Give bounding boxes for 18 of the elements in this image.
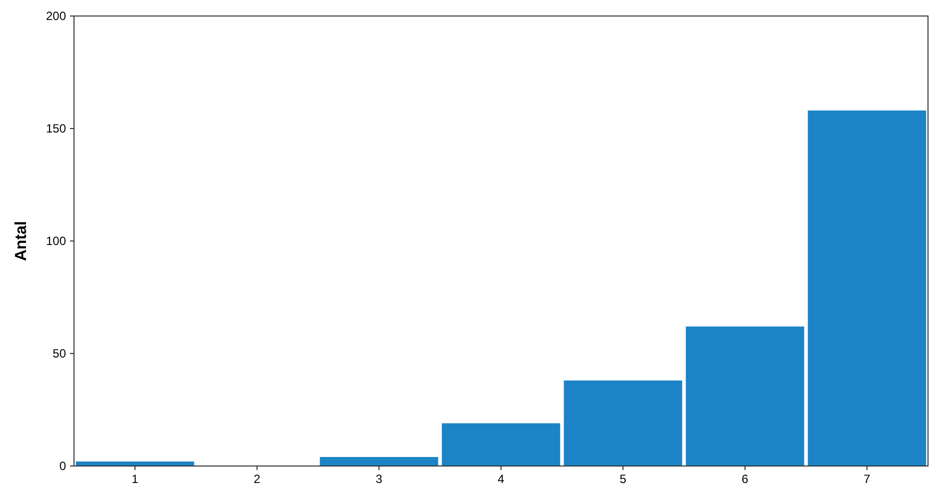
y-tick-label: 100 [46, 234, 66, 248]
x-tick-label: 7 [864, 472, 871, 486]
x-tick-label: 6 [742, 472, 749, 486]
x-tick-label: 4 [498, 472, 505, 486]
x-tick-label: 3 [376, 472, 383, 486]
bar [808, 110, 926, 466]
bar [686, 326, 804, 466]
bar [320, 457, 438, 466]
x-tick-label: 1 [132, 472, 139, 486]
bar [564, 380, 682, 466]
y-tick-label: 0 [59, 459, 66, 474]
x-tick-label: 5 [620, 472, 627, 486]
y-tick-label: 150 [46, 122, 66, 136]
x-tick-label: 2 [254, 472, 261, 486]
y-tick-label: 200 [46, 9, 66, 24]
bar [442, 423, 560, 466]
y-axis-title: Antal [13, 221, 30, 261]
y-tick-label: 50 [52, 346, 66, 361]
